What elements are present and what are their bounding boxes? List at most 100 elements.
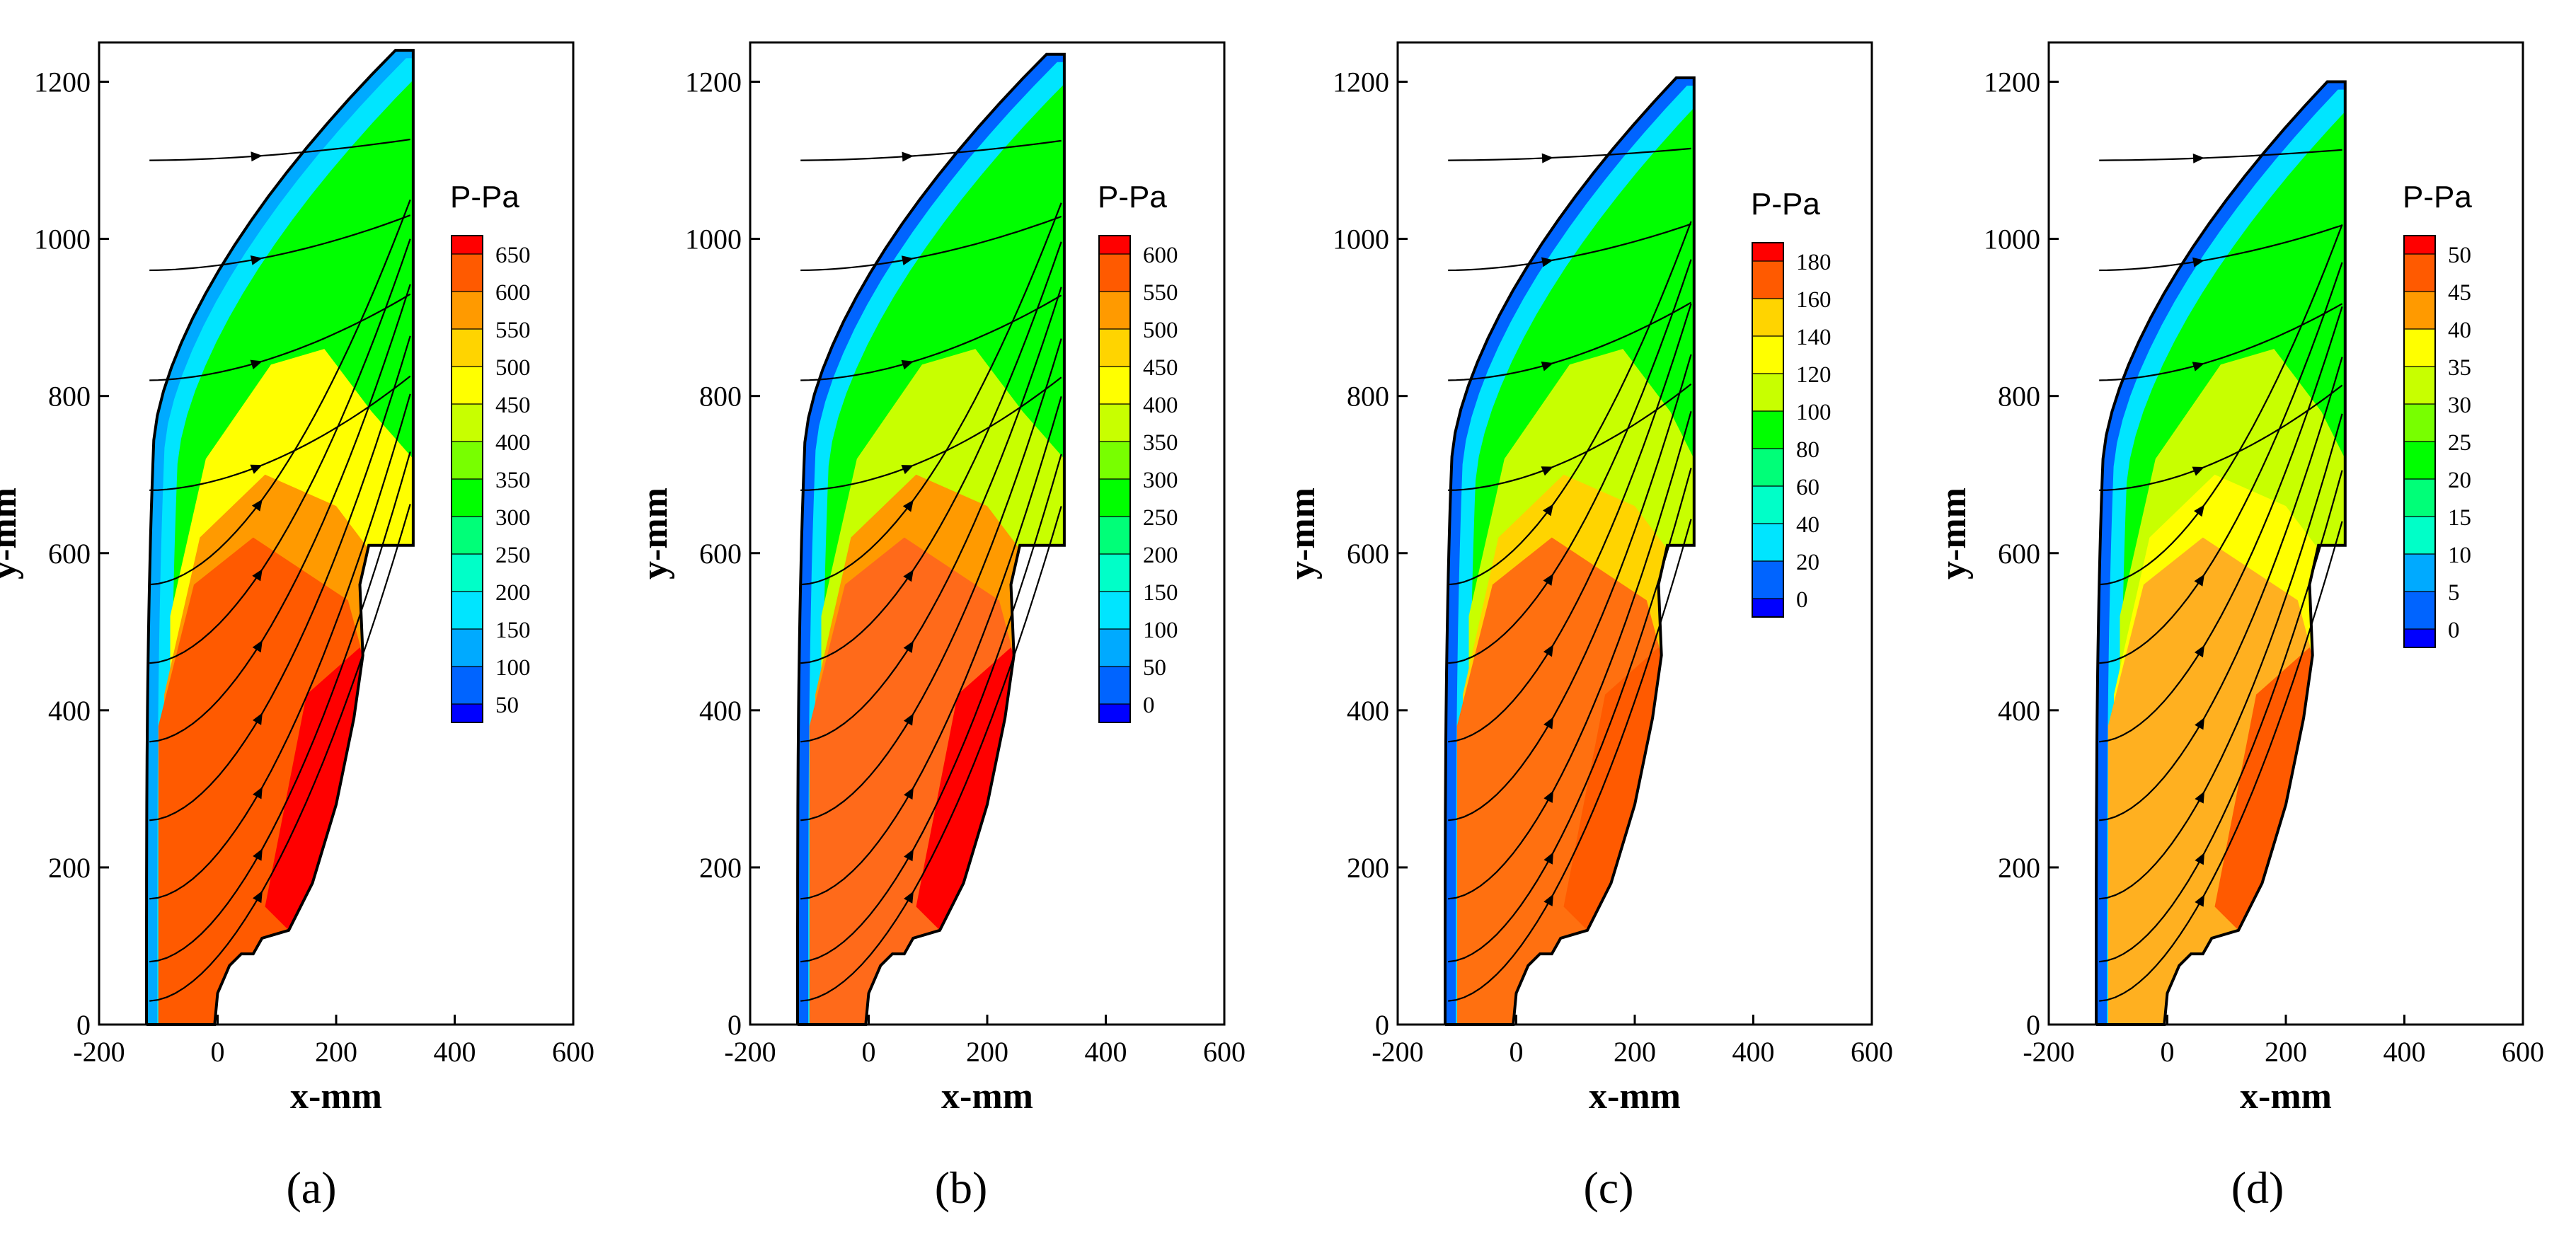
colorbar-label: 15 — [2448, 505, 2471, 531]
y-tick-label: 200 — [48, 852, 91, 884]
streamline — [800, 139, 1062, 161]
streamline-arrow — [1541, 466, 1553, 476]
colorbar-label: 250 — [495, 543, 531, 568]
streamline — [1448, 301, 1692, 381]
x-tick-label: 0 — [862, 1036, 876, 1068]
colorbar-label: 0 — [2448, 618, 2460, 643]
x-tick-label: 0 — [211, 1036, 225, 1068]
streamline — [149, 238, 411, 664]
colorbar-swatch — [2404, 254, 2435, 292]
y-tick-label: 200 — [1998, 852, 2040, 884]
streamline — [800, 454, 1062, 963]
colorbar-label: 50 — [495, 693, 519, 718]
colorbar-label: 500 — [495, 355, 531, 381]
streamline — [1448, 223, 1691, 272]
colorbar-label: 20 — [1796, 550, 1819, 575]
colorbar-swatch — [1099, 442, 1130, 479]
y-tick-label: 800 — [48, 381, 91, 413]
x-axis-title: x-mm — [290, 1076, 382, 1117]
streamline-arrow — [1541, 153, 1553, 163]
colorbar: P-Pa 650 600 550 500 450 400 350 300 250 200 150 100… — [450, 180, 531, 723]
colorbar-swatch — [1752, 374, 1783, 411]
core-region — [158, 537, 363, 1025]
colorbar-swatch — [2404, 236, 2435, 254]
colorbar-label: 350 — [495, 468, 531, 493]
streamline — [1448, 259, 1692, 664]
colorbar-swatch — [1099, 367, 1130, 404]
y-tick-label: 800 — [1998, 381, 2040, 413]
colorbar-label: 650 — [495, 243, 531, 268]
colorbar-label: 100 — [1143, 618, 1178, 643]
x-tick-label: 400 — [434, 1036, 476, 1068]
streamline-arrow — [902, 500, 914, 512]
colorbar-label: 80 — [1796, 437, 1819, 463]
streamline — [149, 214, 411, 272]
colorbar-swatch — [1752, 449, 1783, 486]
y-tick-label: 0 — [76, 1009, 91, 1041]
colorbar-swatch — [452, 667, 483, 704]
streamline — [149, 393, 411, 900]
colorbar-title: P-Pa — [1751, 187, 1820, 221]
colorbar-label: 20 — [2448, 468, 2471, 493]
y-tick-label: 1000 — [34, 224, 91, 255]
hot-region — [916, 647, 1014, 930]
x-tick-label: 400 — [1085, 1036, 1127, 1068]
panel-caption: (c) — [1583, 1163, 1633, 1213]
x-tick-label: -200 — [73, 1036, 125, 1068]
streamline-arrow — [2192, 466, 2204, 476]
streamline — [800, 396, 1062, 900]
colorbar-label: 25 — [2448, 430, 2471, 456]
streamline-arrow — [902, 151, 914, 162]
streamline-arrow — [1543, 573, 1553, 586]
colorbar-swatch — [1752, 243, 1783, 261]
streamline — [2099, 306, 2343, 743]
colorbar-swatch — [2404, 329, 2435, 367]
x-axis-title: x-mm — [1589, 1076, 1681, 1117]
streamline — [149, 375, 411, 491]
panel-d: -200 0 200 400 600020040060080010001200x-mmy… — [1933, 41, 2544, 1213]
colorbar-label: 40 — [1796, 512, 1819, 538]
colorbar-label: 180 — [1796, 250, 1832, 275]
streamline — [800, 376, 1062, 491]
colorbar-label: 60 — [1796, 475, 1819, 500]
hot-region — [265, 647, 363, 930]
streamline — [800, 294, 1062, 381]
streamline — [800, 241, 1062, 664]
colorbar-swatch — [452, 329, 483, 367]
colorbar-swatch — [2404, 629, 2435, 647]
colorbar-swatch — [1099, 704, 1130, 722]
streamline — [1448, 519, 1692, 1002]
streamline-arrow — [903, 713, 914, 726]
streamline-arrow — [253, 890, 263, 904]
colorbar-label: 5 — [2448, 580, 2460, 606]
streamline — [1448, 304, 1692, 743]
streamline — [1448, 221, 1692, 586]
streamline-arrow — [1543, 852, 1553, 865]
colorbar-label: 35 — [2448, 355, 2471, 381]
colorbar-label: 450 — [1143, 355, 1178, 381]
streamline-arrow — [1543, 644, 1553, 657]
colorbar-swatch — [1099, 404, 1130, 442]
streamline-arrow — [251, 499, 263, 512]
domain-boundary — [796, 52, 1066, 1026]
y-tick-label: 800 — [699, 381, 742, 413]
streamline — [149, 335, 411, 821]
streamlines — [1448, 147, 1692, 1002]
y-tick-label: 1200 — [1333, 67, 1389, 98]
colorbar-swatch — [2404, 292, 2435, 329]
streamline-arrow — [2195, 894, 2204, 907]
colorbar-swatch — [1099, 329, 1130, 367]
y-axis-title: y-mm — [1933, 488, 1974, 579]
streamline-arrow — [1543, 894, 1553, 906]
x-tick-label: 200 — [966, 1036, 1008, 1068]
hot-region — [2214, 647, 2313, 930]
streamline-arrow — [2192, 362, 2204, 371]
streamline-arrow — [903, 570, 914, 582]
colorbar-swatch — [452, 236, 483, 254]
streamline — [800, 506, 1062, 1002]
colorbar: P-Pa 180 160 140 120 100 80 60 40 20 0 — [1751, 187, 1832, 618]
streamline-arrow — [250, 255, 263, 265]
colorbar-swatch — [452, 704, 483, 722]
core-region — [809, 537, 1014, 1025]
colorbar-label: 0 — [1143, 693, 1155, 718]
